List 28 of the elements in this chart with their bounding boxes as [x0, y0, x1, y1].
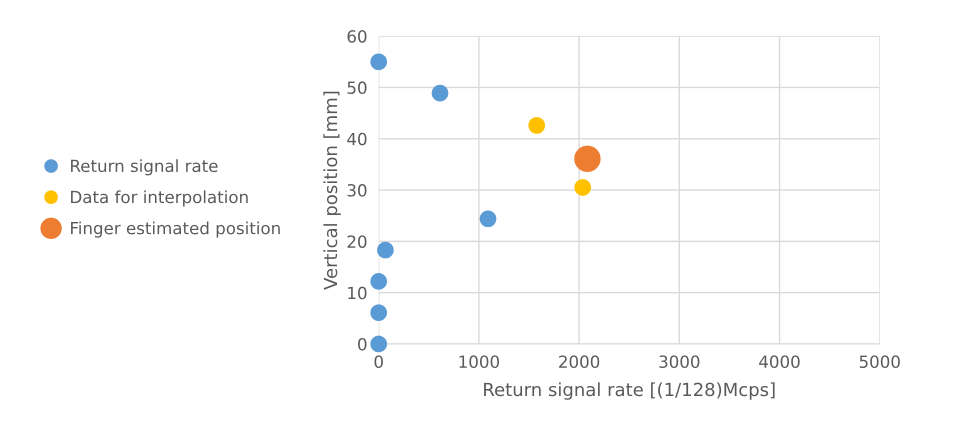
y-tick-label: 20	[348, 235, 366, 248]
point	[432, 84, 448, 102]
legend-label: Finger estimated position	[71, 222, 280, 238]
x-axis-title: Return signal rate [(1/128)Mcps]	[484, 382, 775, 400]
y-tick-label: 10	[348, 286, 366, 300]
y-tick-label: 40	[347, 132, 366, 146]
x-tick-label: 5000	[860, 355, 900, 368]
y-tick-label: 30	[348, 184, 366, 197]
y-axis-title: Vertical position [mm]	[323, 92, 341, 290]
y-tick-label: 50	[348, 81, 366, 94]
point	[480, 210, 496, 228]
x-tick-label: 2000	[559, 355, 600, 368]
point	[370, 53, 388, 70]
y-tick-label: 0	[358, 338, 366, 351]
x-tick-label: 4000	[759, 355, 800, 368]
x-tick-label: 0	[374, 355, 383, 368]
y-tick-label: 60	[348, 30, 366, 43]
legend-label: Return signal rate	[71, 159, 218, 176]
point	[370, 273, 388, 290]
x-tick-label: 1000	[460, 355, 499, 368]
point	[528, 117, 546, 134]
point	[370, 304, 388, 322]
point	[370, 336, 388, 352]
point	[377, 242, 394, 258]
legend-label: Data for interpolation	[71, 190, 248, 207]
point	[574, 179, 592, 196]
x-tick-label: 3000	[659, 355, 700, 368]
point	[574, 146, 601, 172]
